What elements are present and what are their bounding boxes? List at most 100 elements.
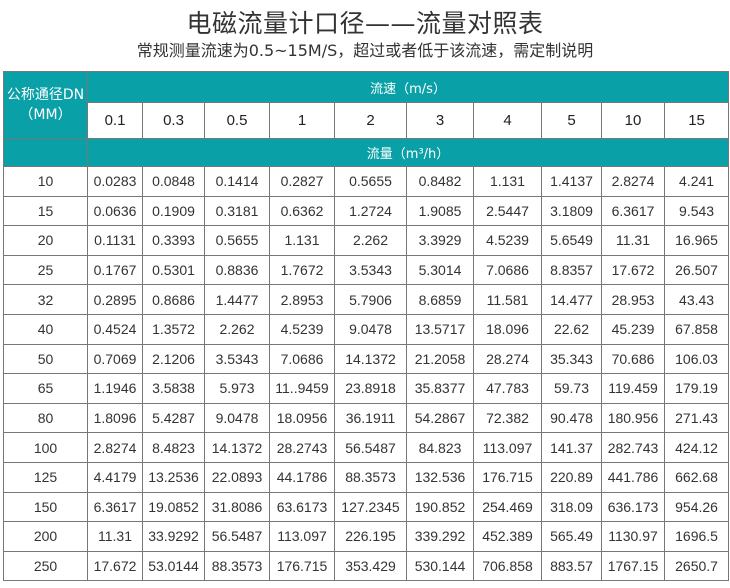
table-row: 50 0.7069 2.1206 3.5343 7.0686 14.1372 21.2058…: [3, 343, 730, 375]
flow-cell: 1696.5: [663, 521, 730, 552]
flow-cell: 45.239: [601, 313, 665, 345]
flow-cell: 28.953: [601, 284, 665, 315]
flow-cell: 28.2743: [269, 432, 335, 463]
flow-cell: 113.097: [269, 521, 335, 552]
flow-cell: 0.1131: [87, 225, 143, 256]
flow-cell: 9.543: [663, 195, 730, 227]
flow-cell: 11.31: [601, 225, 665, 256]
flow-table: 公称通径DN （MM） 流速（m/s） 0.1 0.3 0.5 1 2 3 4 5 10 15 流…: [3, 71, 730, 582]
flow-cell: 2.1206: [142, 343, 205, 375]
page-subtitle: 常规测量流速为0.5~15M/S，超过或者低于该流速，需定制说明: [136, 41, 594, 60]
flow-cell: 5.973: [204, 373, 270, 404]
flow-cell: 0.1909: [142, 195, 205, 227]
flow-cell: 1.3572: [142, 313, 205, 345]
flow-cell: 6.3617: [601, 195, 665, 227]
flow-cell: 1.9085: [406, 195, 474, 227]
flow-cell: 14.1372: [204, 432, 270, 463]
flow-cell: 8.6859: [406, 284, 474, 315]
table-row: 65 1.1946 3.5838 5.973 11..9459 23.8918 35.837…: [3, 373, 730, 404]
table-row: 20 0.1131 0.3393 0.5655 1.131 2.262 3.3929 4.52…: [3, 225, 730, 256]
dn-cell: 15: [3, 195, 88, 227]
flow-cell: 43.43: [663, 284, 730, 315]
flow-cell: 33.9292: [142, 521, 205, 552]
flow-cell: 11..9459: [269, 373, 335, 404]
flow-cell: 662.68: [663, 461, 730, 493]
flow-cell: 84.823: [406, 432, 474, 463]
dn-cell: 25: [3, 254, 88, 286]
flow-cell: 0.0636: [87, 195, 143, 227]
dn-header-line1: 公称通径DN: [6, 87, 85, 103]
flow-cell: 1.1946: [87, 373, 143, 404]
flow-cell: 7.0686: [269, 343, 335, 375]
flow-cell: 13.2536: [142, 461, 205, 493]
flow-cell: 441.786: [601, 461, 665, 493]
flow-cell: 53.0144: [142, 550, 205, 582]
flow-cell: 3.1809: [541, 195, 602, 227]
velocity-cell: 0.5: [204, 102, 270, 139]
flow-cell: 282.743: [601, 432, 665, 463]
velocity-cell: 10: [601, 102, 665, 139]
flow-cell: 0.2827: [269, 166, 335, 197]
empty-header-cell: [3, 138, 88, 167]
flow-cell: 0.0848: [142, 166, 205, 197]
flow-cell: 88.3573: [204, 550, 270, 582]
flow-cell: 1767.15: [601, 550, 665, 582]
flow-cell: 106.03: [663, 343, 730, 375]
flow-cell: 11.31: [87, 521, 143, 552]
flow-cell: 339.292: [406, 521, 474, 552]
flow-cell: 0.5655: [334, 166, 407, 197]
flow-cell: 452.389: [473, 521, 542, 552]
flow-cell: 4.4179: [87, 461, 143, 493]
flow-cell: 23.8918: [334, 373, 407, 404]
flow-cell: 63.6173: [269, 491, 335, 523]
dn-cell: 150: [3, 491, 88, 523]
dn-cell: 32: [3, 284, 88, 315]
flow-header: 流量（m³/h）: [86, 138, 730, 167]
flow-cell: 0.1414: [204, 166, 270, 197]
flow-cell: 180.956: [601, 402, 665, 434]
flow-cell: 21.2058: [406, 343, 474, 375]
flow-cell: 565.49: [541, 521, 602, 552]
flow-cell: 2.262: [204, 313, 270, 345]
velocity-cell: 2: [334, 102, 407, 139]
flow-cell: 35.343: [541, 343, 602, 375]
flow-cell: 5.3014: [406, 254, 474, 286]
flow-cell: 6.3617: [87, 491, 143, 523]
flow-cell: 54.2867: [406, 402, 474, 434]
velocity-cell: 15: [663, 102, 730, 139]
dn-cell: 50: [3, 343, 88, 375]
flow-cell: 31.8086: [204, 491, 270, 523]
flow-cell: 56.5487: [204, 521, 270, 552]
dn-cell: 10: [3, 166, 88, 197]
flow-cell: 0.2895: [87, 284, 143, 315]
flow-cell: 0.4524: [87, 313, 143, 345]
flow-cell: 424.12: [663, 432, 730, 463]
flow-cell: 18.0956: [269, 402, 335, 434]
flow-cell: 2.262: [334, 225, 407, 256]
flow-cell: 4.5239: [473, 225, 542, 256]
flow-cell: 8.4823: [142, 432, 205, 463]
dn-header-line2: （MM）: [19, 107, 72, 123]
flow-cell: 254.469: [473, 491, 542, 523]
table-row: 80 1.8096 5.4287 9.0478 18.0956 36.1911 54.286…: [3, 402, 730, 434]
flow-cell: 190.852: [406, 491, 474, 523]
dn-cell: 100: [3, 432, 88, 463]
flow-cell: 132.536: [406, 461, 474, 493]
table-row: 100 2.8274 8.4823 14.1372 28.2743 56.5487 84.8…: [3, 432, 730, 463]
flow-cell: 5.7906: [334, 284, 407, 315]
flow-cell: 44.1786: [269, 461, 335, 493]
flow-cell: 0.6362: [269, 195, 335, 227]
table-row: 125 4.4179 13.2536 22.0893 44.1786 88.3573 132…: [3, 461, 730, 493]
flow-cell: 530.144: [406, 550, 474, 582]
flow-cell: 179.19: [663, 373, 730, 404]
velocity-cell: 0.1: [87, 102, 143, 139]
flow-cell: 0.0283: [87, 166, 143, 197]
flow-cell: 5.4287: [142, 402, 205, 434]
dn-cell: 65: [3, 373, 88, 404]
flow-cell: 9.0478: [334, 313, 407, 345]
flow-cell: 88.3573: [334, 461, 407, 493]
page-title: 电磁流量计口径——流量对照表: [186, 9, 544, 38]
flow-cell: 22.0893: [204, 461, 270, 493]
flow-cell: 36.1911: [334, 402, 407, 434]
flow-cell: 14.477: [541, 284, 602, 315]
